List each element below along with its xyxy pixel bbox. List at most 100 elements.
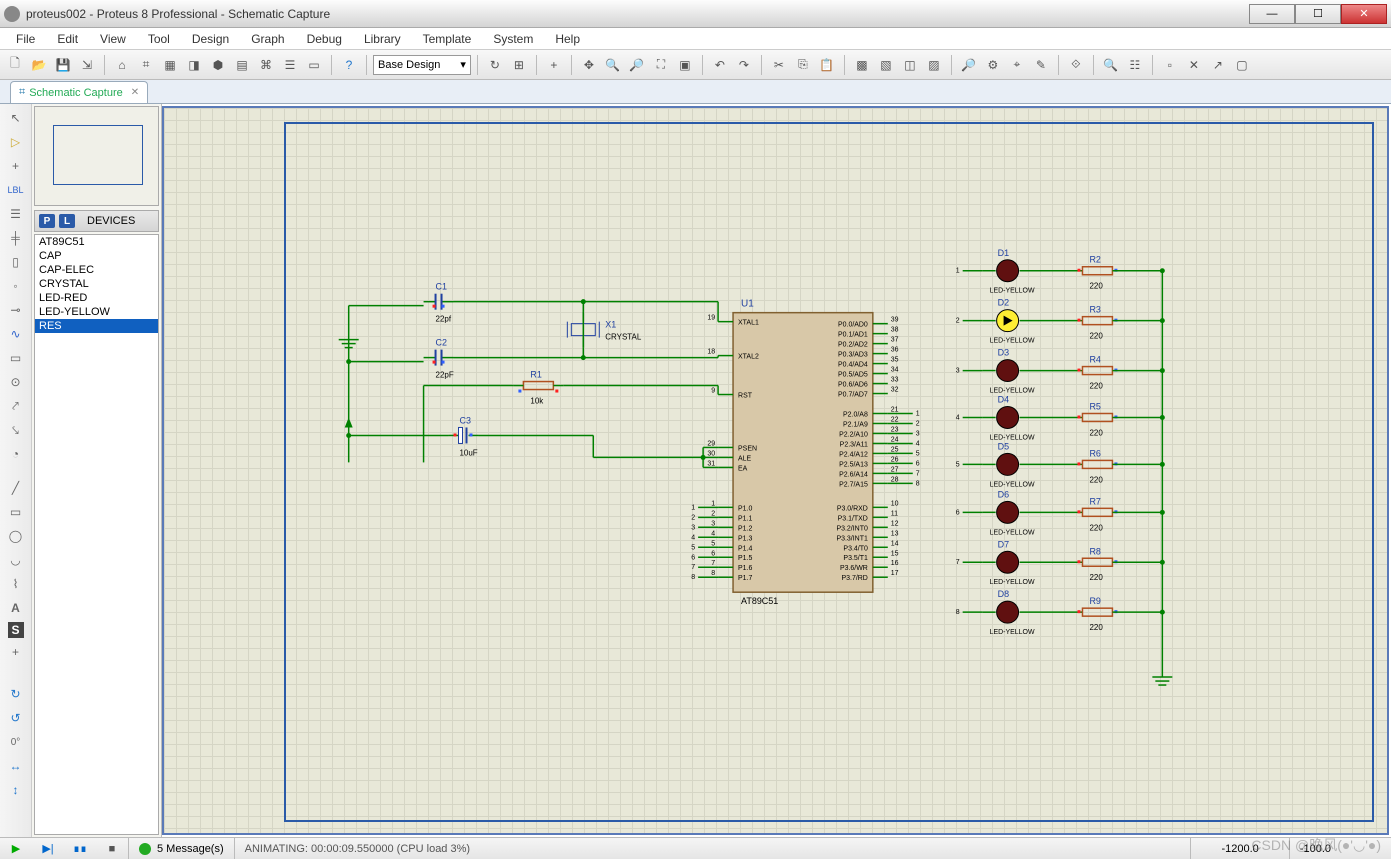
device-item[interactable]: RES <box>35 319 158 333</box>
instrument-button[interactable]: ◔ <box>6 444 26 464</box>
component-mode-button[interactable]: ▷ <box>6 132 26 152</box>
generator-button[interactable]: ⊙ <box>6 372 26 392</box>
rotate-ccw-button[interactable]: ↺ <box>6 708 26 728</box>
code-button[interactable]: ⌘ <box>255 54 277 76</box>
tab-close-icon[interactable]: ✕ <box>131 87 139 98</box>
minimize-button[interactable]: — <box>1249 4 1295 24</box>
tape-button[interactable]: ▭ <box>6 348 26 368</box>
notes-button[interactable]: ☰ <box>279 54 301 76</box>
import-button[interactable]: ⇲ <box>76 54 98 76</box>
open-button[interactable]: 📂 <box>28 54 50 76</box>
exit-sheet-button[interactable]: ↗ <box>1207 54 1229 76</box>
play-button[interactable]: ▶ <box>2 840 30 858</box>
menu-design[interactable]: Design <box>182 30 239 48</box>
text-script-button[interactable]: ☰ <box>6 204 26 224</box>
3d-button[interactable]: ◨ <box>183 54 205 76</box>
library-button[interactable]: L <box>59 214 75 228</box>
bom-button[interactable]: ▤ <box>231 54 253 76</box>
step-button[interactable]: ▶| <box>34 840 62 858</box>
flip-v-button[interactable]: ↕ <box>6 780 26 800</box>
flip-h-button[interactable]: ↔ <box>6 756 26 776</box>
report-button[interactable]: ▭ <box>303 54 325 76</box>
gerber-button[interactable]: ⬢ <box>207 54 229 76</box>
text-button[interactable]: A <box>6 598 26 618</box>
tab-schematic[interactable]: ⌗ Schematic Capture ✕ <box>10 81 148 103</box>
menu-template[interactable]: Template <box>413 30 482 48</box>
block-move-button[interactable]: ▧ <box>875 54 897 76</box>
pick-device-button[interactable]: P <box>39 214 55 228</box>
origin-button[interactable]: + <box>543 54 565 76</box>
marker-button[interactable]: + <box>6 642 26 662</box>
copy-button[interactable]: ⎘ <box>792 54 814 76</box>
arc-button[interactable]: ◡ <box>6 550 26 570</box>
device-item[interactable]: CAP-ELEC <box>35 263 158 277</box>
menu-graph[interactable]: Graph <box>241 30 294 48</box>
wire-autoroute-button[interactable]: ⟐ <box>1065 54 1087 76</box>
new-button[interactable]: 🗋 <box>4 54 26 76</box>
line-button[interactable]: ╱ <box>6 478 26 498</box>
grid-button[interactable]: ⊞ <box>508 54 530 76</box>
junction-button[interactable]: + <box>6 156 26 176</box>
block-delete-button[interactable]: ▨ <box>923 54 945 76</box>
path-button[interactable]: ⌇ <box>6 574 26 594</box>
bus-button[interactable]: ╪ <box>6 228 26 248</box>
property-button[interactable]: ☷ <box>1124 54 1146 76</box>
terminal-button[interactable]: ◦ <box>6 276 26 296</box>
menu-help[interactable]: Help <box>545 30 590 48</box>
menu-file[interactable]: File <box>6 30 45 48</box>
goto-sheet-button[interactable]: ▢ <box>1231 54 1253 76</box>
rotate-cw-button[interactable]: ↻ <box>6 684 26 704</box>
make-button[interactable]: ⚙ <box>982 54 1004 76</box>
search-button[interactable]: 🔍 <box>1100 54 1122 76</box>
pick-button[interactable]: 🔎 <box>958 54 980 76</box>
selection-mode-button[interactable]: ↖ <box>6 108 26 128</box>
device-item[interactable]: LED-YELLOW <box>35 305 158 319</box>
zoom-fit-button[interactable]: ⛶ <box>650 54 672 76</box>
device-item[interactable]: CRYSTAL <box>35 277 158 291</box>
zoom-in-button[interactable]: 🔍 <box>602 54 624 76</box>
refresh-button[interactable]: ↻ <box>484 54 506 76</box>
device-list[interactable]: AT89C51CAPCAP-ELECCRYSTALLED-REDLED-YELL… <box>34 234 159 835</box>
circle-button[interactable]: ◯ <box>6 526 26 546</box>
block-copy-button[interactable]: ▩ <box>851 54 873 76</box>
menu-view[interactable]: View <box>90 30 136 48</box>
subcircuit-button[interactable]: ▯ <box>6 252 26 272</box>
menu-system[interactable]: System <box>483 30 543 48</box>
symbol-button[interactable]: S <box>8 622 24 638</box>
save-button[interactable]: 💾 <box>52 54 74 76</box>
menu-library[interactable]: Library <box>354 30 411 48</box>
device-item[interactable]: LED-RED <box>35 291 158 305</box>
pan-button[interactable]: ✥ <box>578 54 600 76</box>
new-sheet-button[interactable]: ▫ <box>1159 54 1181 76</box>
block-rotate-button[interactable]: ◫ <box>899 54 921 76</box>
box-button[interactable]: ▭ <box>6 502 26 522</box>
menu-tool[interactable]: Tool <box>138 30 180 48</box>
graph-button[interactable]: ∿ <box>6 324 26 344</box>
pause-button[interactable]: ∎∎ <box>66 840 94 858</box>
delete-sheet-button[interactable]: ✕ <box>1183 54 1205 76</box>
schematic-button[interactable]: ⌗ <box>135 54 157 76</box>
redo-button[interactable]: ↷ <box>733 54 755 76</box>
undo-button[interactable]: ↶ <box>709 54 731 76</box>
voltage-probe-button[interactable]: ⤤ <box>6 396 26 416</box>
stop-button[interactable]: ■ <box>98 840 126 858</box>
device-item[interactable]: AT89C51 <box>35 235 158 249</box>
help-button[interactable]: ? <box>338 54 360 76</box>
pcb-button[interactable]: ▦ <box>159 54 181 76</box>
close-button[interactable]: ✕ <box>1341 4 1387 24</box>
menu-debug[interactable]: Debug <box>297 30 352 48</box>
canvas[interactable]: U1AT89C5119XTAL118XTAL29RST29PSEN30ALE31… <box>162 106 1389 835</box>
wirelabel-button[interactable]: LBL <box>6 180 26 200</box>
package-button[interactable]: ⌖ <box>1006 54 1028 76</box>
zoom-out-button[interactable]: 🔎 <box>626 54 648 76</box>
paste-button[interactable]: 📋 <box>816 54 838 76</box>
messages-status[interactable]: 5 Message(s) <box>128 838 234 859</box>
device-item[interactable]: CAP <box>35 249 158 263</box>
zoom-area-button[interactable]: ▣ <box>674 54 696 76</box>
cut-button[interactable]: ✂ <box>768 54 790 76</box>
maximize-button[interactable]: ☐ <box>1295 4 1341 24</box>
overview-panel[interactable] <box>34 106 159 206</box>
device-pin-button[interactable]: ⊸ <box>6 300 26 320</box>
home-button[interactable]: ⌂ <box>111 54 133 76</box>
design-combo[interactable]: Base Design▾ <box>373 55 471 75</box>
